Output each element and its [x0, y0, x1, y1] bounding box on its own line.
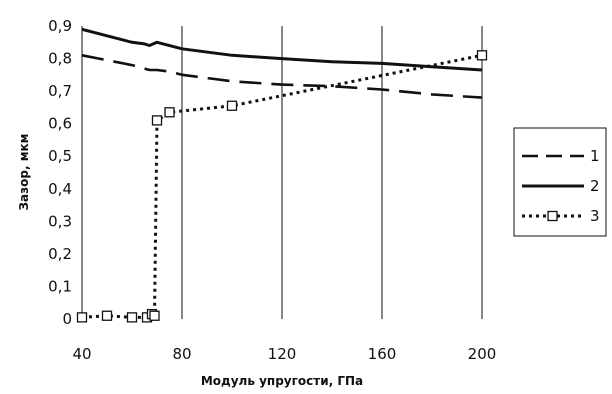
y-tick-label: 0,7: [48, 82, 72, 100]
series-3-marker: [76, 312, 88, 323]
legend-label-2: 2: [590, 177, 600, 195]
x-tick-label: 200: [468, 345, 497, 363]
legend-label-3: 3: [590, 207, 600, 225]
series-3-marker: [226, 100, 238, 111]
legend: 1 2 3: [513, 127, 607, 237]
series-3-marker: [149, 310, 160, 321]
y-tick-label: 0,2: [48, 245, 72, 263]
y-tick-label: 0: [62, 310, 72, 328]
x-tick-labels: 40 80 120 160 200: [72, 345, 496, 363]
legend-box: [513, 127, 607, 237]
series-2-line: [81, 27, 483, 72]
series-3-marker: [101, 310, 113, 321]
x-tick-label: 40: [72, 345, 91, 363]
y-tick-label: 0,6: [48, 115, 72, 133]
y-tick-label: 0,4: [48, 180, 72, 198]
y-axis-title: Зазор, мкм: [17, 134, 31, 211]
legend-label-1: 1: [590, 147, 600, 165]
x-tick-label: 120: [268, 345, 297, 363]
series-group: [76, 27, 488, 323]
y-tick-label: 0,1: [48, 277, 72, 295]
series-3-marker: [126, 312, 138, 323]
y-tick-label: 0,9: [48, 17, 72, 35]
x-axis-title: Модуль упругости, ГПа: [201, 374, 363, 388]
y-tick-label: 0,5: [48, 147, 72, 165]
x-tick-label: 160: [368, 345, 397, 363]
grid-lines: [81, 26, 483, 319]
series-1-line: [81, 54, 483, 99]
x-tick-label: 80: [172, 345, 191, 363]
series-3-marker: [164, 107, 175, 118]
series-3-marker: [476, 50, 488, 61]
series-3-marker: [151, 115, 163, 126]
legend-marker-3: [547, 210, 558, 222]
y-tick-label: 0,8: [48, 50, 72, 68]
y-tick-labels: 0 0,1 0,2 0,3 0,4 0,5 0,6 0,7 0,8 0,9: [48, 17, 72, 328]
y-tick-label: 0,3: [48, 212, 72, 230]
